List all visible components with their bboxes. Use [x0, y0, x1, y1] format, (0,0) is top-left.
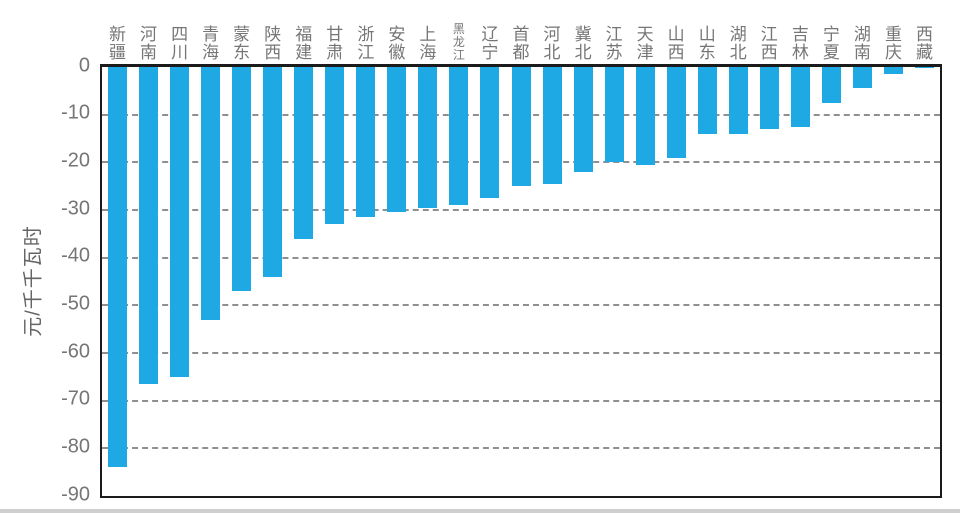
category-label-黑龙江: 黑龙江 [452, 22, 465, 62]
bottom-border-line [0, 509, 960, 513]
bar-湖北 [728, 67, 748, 134]
plot-area [100, 64, 942, 498]
category-label-西藏: 西藏 [915, 25, 933, 62]
bar-湖南 [852, 67, 872, 88]
bar-蒙东 [232, 67, 252, 291]
bar-西藏 [914, 67, 934, 68]
bar-河北 [542, 67, 562, 184]
bar-青海 [201, 67, 221, 320]
category-label-上海: 上海 [419, 25, 437, 62]
bar-山东 [697, 67, 717, 134]
bar-天津 [635, 67, 655, 165]
bar-江苏 [604, 67, 624, 162]
category-label-四川: 四川 [171, 25, 189, 62]
category-label-山东: 山东 [698, 25, 716, 62]
category-label-天津: 天津 [636, 25, 654, 62]
bar-陕西 [263, 67, 283, 277]
bar-首都 [511, 67, 531, 186]
category-label-河南: 河南 [140, 25, 158, 62]
bar-山西 [666, 67, 686, 158]
category-label-河北: 河北 [543, 25, 561, 62]
y-tick--70: -70 [61, 387, 90, 410]
y-tick--80: -80 [61, 435, 90, 458]
gridline--40 [102, 256, 940, 259]
gridline--70 [102, 399, 940, 402]
category-label-青海: 青海 [202, 25, 220, 62]
bar-黑龙江 [449, 67, 469, 205]
y-tick--40: -40 [61, 244, 90, 267]
category-label-江西: 江西 [760, 25, 778, 62]
bar-河南 [139, 67, 159, 384]
category-label-宁夏: 宁夏 [822, 25, 840, 62]
y-axis-title: 元/千千瓦时 [22, 225, 45, 337]
category-label-山西: 山西 [667, 25, 685, 62]
category-label-冀北: 冀北 [574, 25, 592, 62]
bar-吉林 [790, 67, 810, 127]
bar-福建 [294, 67, 314, 239]
bar-辽宁 [480, 67, 500, 198]
category-label-甘肃: 甘肃 [326, 25, 344, 62]
category-label-辽宁: 辽宁 [481, 25, 499, 62]
bar-四川 [170, 67, 190, 377]
gridline--60 [102, 352, 940, 354]
gridline--80 [102, 447, 940, 450]
category-label-吉林: 吉林 [791, 25, 809, 62]
bar-浙江 [356, 67, 376, 217]
bar-安徽 [387, 67, 407, 212]
category-labels: 新疆河南四川青海蒙东陕西福建甘肃浙江安徽上海 黑龙江 辽宁首都河北冀北江苏天津山西山… [102, 0, 940, 62]
gridline--30 [102, 209, 940, 211]
category-label-湖北: 湖北 [729, 25, 747, 62]
y-tick--20: -20 [61, 149, 90, 172]
y-tick--30: -30 [61, 197, 90, 219]
bar-宁夏 [821, 67, 841, 103]
category-label-新疆: 新疆 [109, 25, 127, 62]
y-tick--50: -50 [61, 292, 90, 315]
category-label-陕西: 陕西 [264, 25, 282, 62]
y-tick-0: 0 [78, 54, 90, 76]
bar-甘肃 [325, 67, 345, 224]
category-label-安徽: 安徽 [388, 25, 406, 62]
bar-江西 [759, 67, 779, 129]
y-tick--90: -90 [61, 483, 90, 505]
bar-上海 [418, 67, 438, 208]
category-label-浙江: 浙江 [357, 25, 375, 62]
y-tick--60: -60 [61, 340, 90, 362]
category-label-重庆: 重庆 [884, 25, 902, 62]
category-label-湖南: 湖南 [853, 25, 871, 62]
category-label-江苏: 江苏 [605, 25, 623, 62]
y-tick--10: -10 [61, 101, 90, 124]
bar-新疆 [108, 67, 128, 467]
gridline--50 [102, 304, 940, 307]
category-label-福建: 福建 [295, 25, 313, 62]
bar-冀北 [573, 67, 593, 172]
category-label-首都: 首都 [512, 25, 530, 62]
bar-重庆 [883, 67, 903, 74]
category-label-蒙东: 蒙东 [233, 25, 251, 62]
